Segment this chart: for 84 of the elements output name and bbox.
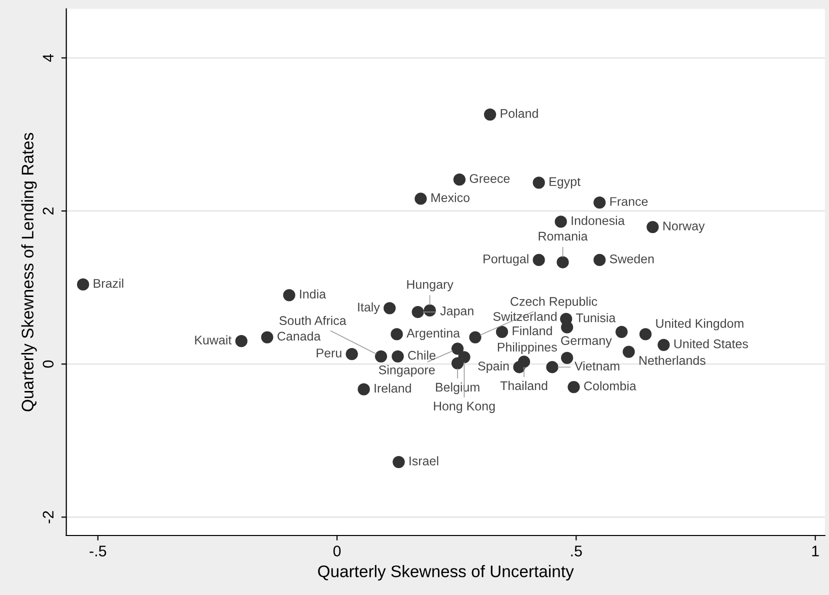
annotation: Sweden [610, 254, 654, 264]
annotation: Egypt [550, 177, 580, 188]
point [392, 350, 404, 362]
point [458, 351, 470, 364]
annotation: Singapore [378, 365, 435, 377]
point [283, 289, 296, 302]
x-tick-label: .5 [571, 546, 582, 556]
point [469, 331, 482, 344]
point [384, 302, 396, 314]
x-tick-label: 0 [333, 546, 341, 556]
point [622, 346, 635, 358]
annotation: France [610, 197, 648, 206]
annotation: Kuwait [195, 335, 232, 344]
point [568, 380, 580, 394]
annotation: Mexico [431, 192, 470, 202]
annotation: Netherlands [640, 356, 706, 365]
annotation: Indonesia [572, 216, 625, 226]
annotation: Canada [278, 331, 321, 341]
y-axis-title: Quarterly Skewness of Lending Rates [21, 132, 37, 412]
point [235, 335, 248, 348]
point [616, 326, 628, 338]
point [639, 328, 652, 340]
point [554, 216, 567, 228]
point [518, 356, 530, 368]
annotation: Colombia [584, 381, 636, 390]
annotation: Brazil [94, 278, 124, 288]
point [390, 328, 403, 340]
annotation: Tunisia [576, 313, 616, 322]
annotation: Hungary [407, 280, 454, 292]
point [453, 174, 466, 186]
annotation: Switzerland [493, 312, 557, 321]
point [546, 361, 558, 374]
annotation: Belgium [436, 382, 480, 394]
annotation: Spain [478, 361, 509, 373]
point [414, 192, 427, 205]
point [358, 383, 370, 396]
x-tick-label: -.5 [90, 546, 106, 556]
annotation: Hong Kong [434, 402, 495, 413]
point [560, 352, 574, 364]
y-tick-label: 0 [42, 360, 54, 368]
point [346, 348, 358, 360]
point [594, 196, 606, 209]
annotation: Czech Republic [510, 296, 598, 308]
point [594, 254, 606, 266]
annotation: Vietnam [574, 361, 620, 370]
point [560, 321, 574, 334]
annotation: Japan [440, 306, 474, 318]
annotation: Germany [561, 336, 612, 348]
x-tick-label: 1 [812, 546, 819, 556]
point [532, 254, 545, 266]
annotation: Finland [512, 326, 552, 336]
point [484, 108, 496, 121]
annotation: India [300, 289, 326, 299]
point [451, 342, 464, 355]
point [496, 326, 508, 338]
point [646, 220, 659, 234]
annotation: Italy [358, 302, 380, 314]
point [76, 278, 90, 291]
x-axis-title: Quarterly Skewness of Uncertainty [318, 565, 574, 581]
point [658, 338, 670, 351]
annotation: United States [674, 339, 748, 348]
y-tick-label: -2 [42, 511, 54, 524]
point [392, 456, 405, 468]
annotation: Peru [316, 348, 342, 358]
annotation: Norway [663, 222, 705, 233]
y-tick-label: 4 [42, 54, 54, 62]
point [261, 331, 274, 344]
annotation: Poland [500, 108, 538, 118]
point [532, 176, 545, 189]
annotation: United Kingdom [656, 318, 744, 330]
annotation: Romania [538, 231, 588, 241]
annotation: Portugal [484, 254, 528, 266]
annotation: Israel [410, 456, 438, 466]
point [374, 350, 388, 362]
annotation: South Africa [279, 316, 346, 326]
annotation: Argentina [406, 328, 460, 340]
y-tick-label: 2 [42, 208, 54, 214]
annotation: Ireland [374, 383, 411, 393]
annotation: Thailand [500, 380, 548, 390]
annotation: Greece [470, 174, 510, 183]
annotation: Philippines [498, 342, 557, 354]
annotation: Chile [408, 350, 436, 360]
point [556, 256, 569, 268]
point [412, 306, 424, 318]
